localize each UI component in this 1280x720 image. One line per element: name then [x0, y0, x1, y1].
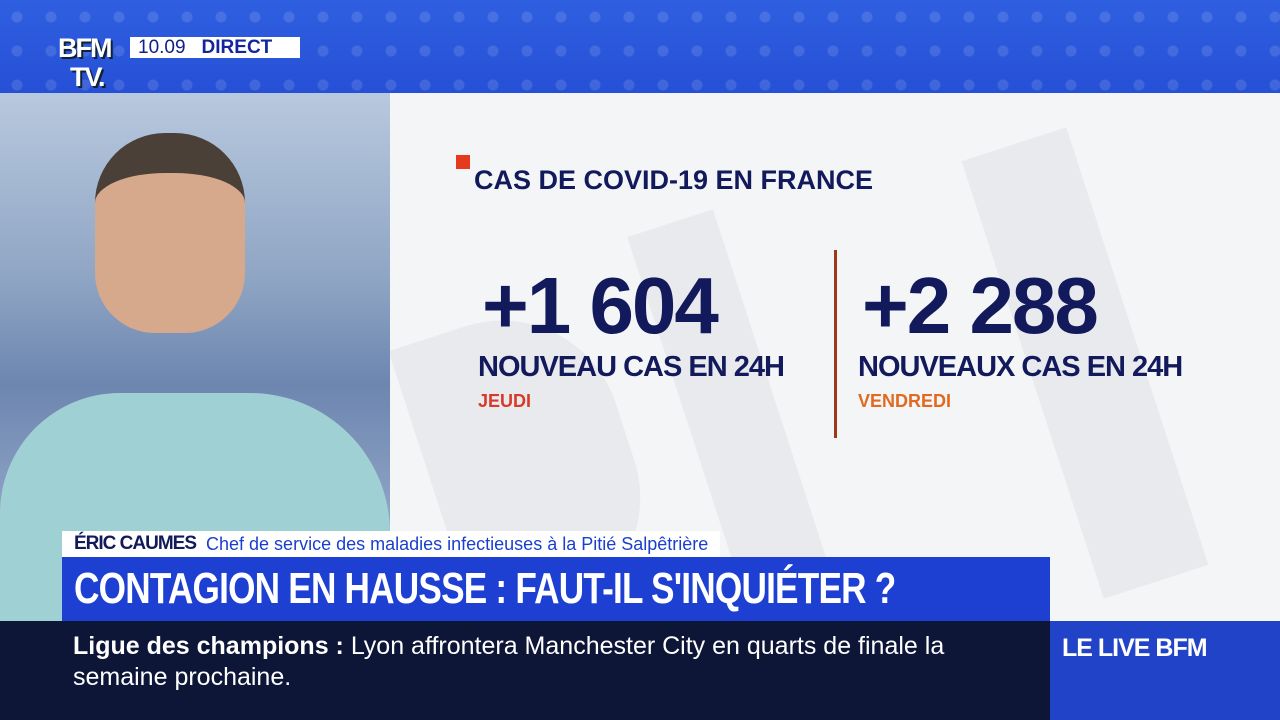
- stat-label-friday: NOUVEAUX CAS EN 24H: [858, 351, 1183, 383]
- red-square-icon: [456, 155, 470, 169]
- guest-head: [95, 133, 245, 333]
- divider: [834, 250, 837, 438]
- headline: CONTAGION EN HAUSSE : FAUT-IL S'INQUIÉTE…: [74, 564, 896, 613]
- stat-value-thursday: +1 604: [482, 261, 719, 350]
- clock: 10.09: [138, 36, 186, 58]
- guest-nameplate: ÉRIC CAUMES Chef de service des maladies …: [62, 531, 721, 557]
- ticker-topic: Ligue des champions :: [73, 632, 344, 660]
- bfmtv-logo: BFM TV.: [58, 33, 113, 92]
- logo-line-2: TV.: [70, 62, 106, 92]
- stat-label-thursday: NOUVEAU CAS EN 24H: [478, 351, 785, 383]
- ticker-text: Lyon affrontera Manchester City en quart…: [73, 632, 945, 691]
- stat-day-friday: VENDREDI: [858, 391, 952, 411]
- stat-value-friday: +2 288: [862, 261, 1099, 350]
- graphic-title: CAS DE COVID-19 EN FRANCE: [474, 165, 874, 195]
- le-live-bfm-brand: LE LIVE BFM: [1050, 621, 1280, 720]
- stat-day-thursday: JEUDI: [478, 391, 532, 411]
- direct-label: DIRECT: [201, 36, 273, 58]
- live-badge: 10.09 DIRECT: [130, 37, 300, 58]
- guest-role: Chef de service des maladies infectieuse…: [206, 533, 709, 554]
- headline-band: CONTAGION EN HAUSSE : FAUT-IL S'INQUIÉTE…: [62, 557, 1050, 621]
- news-ticker: Ligue des champions : Lyon affrontera Ma…: [0, 621, 1050, 720]
- logo-line-1: BFM: [58, 33, 113, 63]
- studio-video: [0, 93, 390, 623]
- guest-name: ÉRIC CAUMES: [74, 533, 197, 554]
